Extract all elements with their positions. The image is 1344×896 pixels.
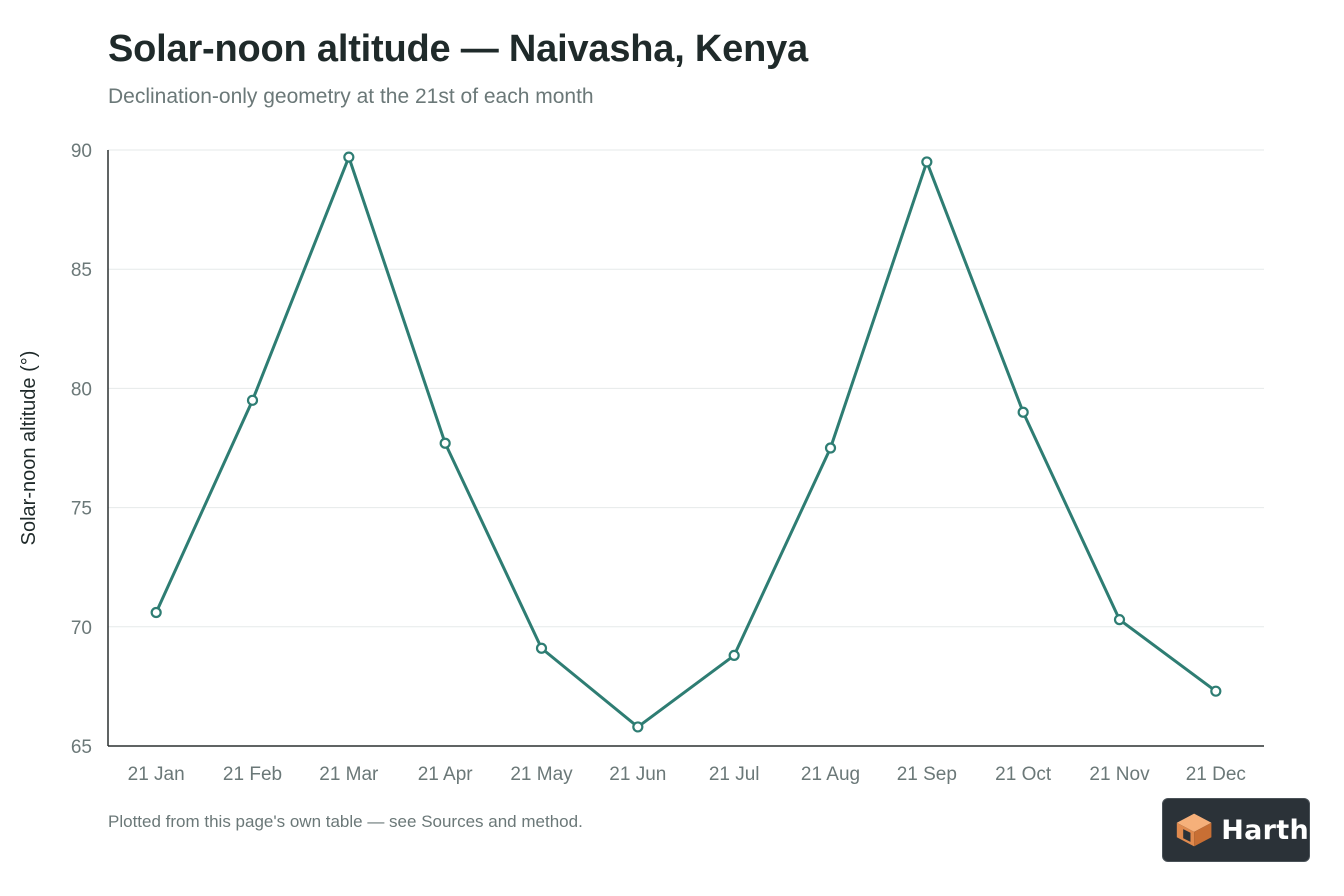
- data-point[interactable]: [728, 649, 740, 662]
- x-tick-label: 21 Sep: [897, 764, 957, 785]
- brand-logo[interactable]: Harth: [1162, 798, 1310, 862]
- y-tick-label: 85: [71, 260, 92, 281]
- y-tick-label: 70: [71, 618, 92, 639]
- data-point[interactable]: [921, 156, 933, 168]
- data-point[interactable]: [535, 642, 548, 654]
- x-tick-label: 21 Apr: [418, 764, 474, 785]
- x-tick-label: 21 Oct: [995, 764, 1052, 785]
- x-tick-labels: 21 Jan 21 Feb 21 Mar 21 Apr 21 May 21 Jun 21 J…: [128, 764, 1246, 785]
- y-tick-labels: 65 70 75 80 85 90: [71, 141, 92, 758]
- chart-title: Solar-noon altitude — Naivasha, Kenya: [108, 28, 808, 70]
- axes: [107, 150, 1264, 747]
- series-layer: [150, 151, 1222, 733]
- x-tick-label: 21 Jun: [609, 764, 666, 785]
- grid-lines: [108, 149, 1264, 628]
- footnote: Plotted from this page's own table — see…: [108, 812, 583, 831]
- data-point[interactable]: [343, 151, 355, 163]
- chart-subtitle: Declination-only geometry at the 21st of…: [108, 85, 594, 108]
- y-tick-label: 65: [71, 737, 92, 758]
- x-tick-label: 21 Jan: [128, 764, 185, 785]
- x-tick-label: 21 Dec: [1186, 764, 1246, 785]
- series-line: [154, 155, 1218, 729]
- x-tick-label: 21 Nov: [1089, 764, 1150, 785]
- x-tick-label: 21 Feb: [223, 764, 282, 785]
- data-point[interactable]: [246, 394, 259, 406]
- data-point[interactable]: [632, 721, 644, 733]
- data-point[interactable]: [1017, 406, 1029, 418]
- data-point[interactable]: [1210, 685, 1222, 697]
- house-cube-icon: [1176, 813, 1212, 847]
- x-tick-label: 21 Mar: [319, 764, 379, 785]
- y-axis-label: Solar-noon altitude (°): [18, 351, 40, 546]
- data-point[interactable]: [439, 437, 451, 449]
- data-point[interactable]: [824, 442, 837, 454]
- logo-text: Harth: [1221, 814, 1309, 846]
- data-point[interactable]: [1113, 614, 1126, 626]
- x-tick-label: 21 Jul: [709, 764, 760, 785]
- y-tick-label: 75: [71, 499, 92, 520]
- x-tick-label: 21 Aug: [801, 764, 860, 785]
- data-point[interactable]: [150, 606, 162, 619]
- y-tick-label: 80: [71, 379, 92, 400]
- y-tick-label: 90: [71, 141, 92, 162]
- x-tick-label: 21 May: [510, 764, 573, 785]
